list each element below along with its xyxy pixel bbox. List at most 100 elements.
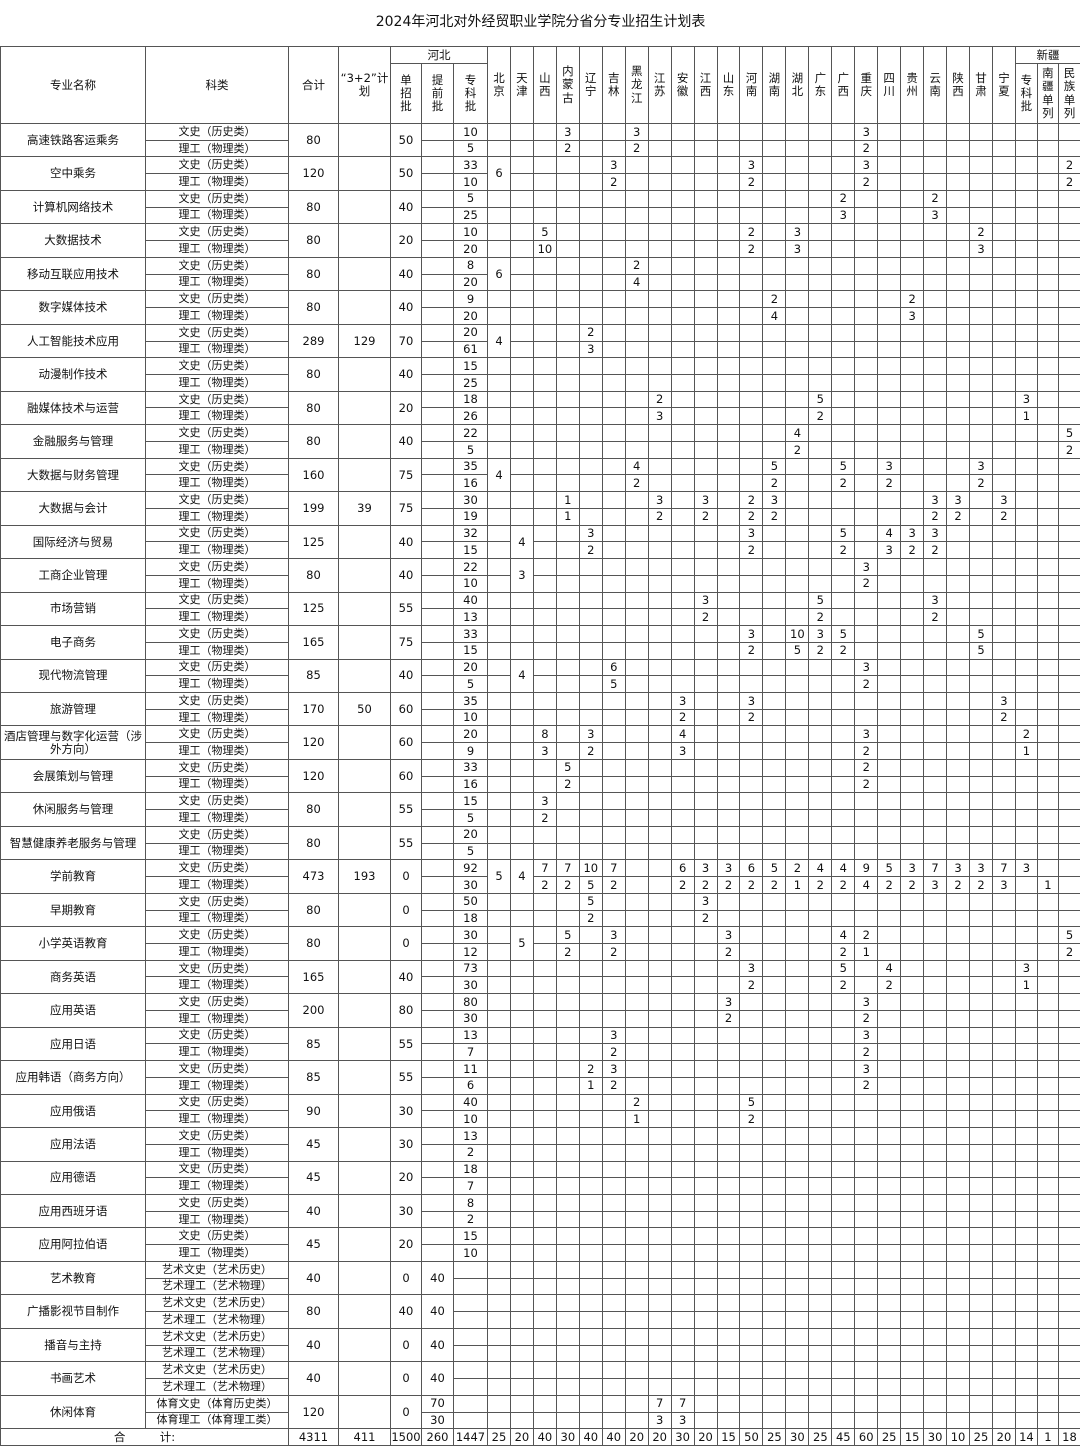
zhuanke: 19 <box>453 507 488 526</box>
empty-cell <box>532 457 557 476</box>
empty-cell <box>578 1260 603 1279</box>
total: 80 <box>288 926 339 961</box>
empty-cell <box>923 390 948 409</box>
empty-cell <box>716 189 741 208</box>
empty-cell <box>991 256 1016 275</box>
empty-cell <box>670 976 695 995</box>
empty-cell <box>923 792 948 811</box>
empty-cell <box>555 825 580 844</box>
empty-cell <box>716 524 741 543</box>
plan-3-2 <box>338 758 391 794</box>
row-row: 小学英语教育 文史（历史类） 80 0 30 5 5 3 3 4 2 5 <box>0 926 1080 961</box>
row-row: 理工（物理类） 10 2 2 2 2 <box>1 173 1080 191</box>
empty-cell <box>601 1411 626 1430</box>
empty-cell <box>946 474 971 493</box>
empty-cell <box>578 591 603 610</box>
empty-cell <box>877 1394 902 1413</box>
empty-cell <box>877 1260 902 1279</box>
quota: 2 <box>555 942 580 961</box>
empty-cell <box>739 792 764 811</box>
empty-cell <box>900 1411 925 1430</box>
empty-cell <box>877 1210 902 1229</box>
empty-cell <box>969 507 993 526</box>
quota: 3 <box>900 859 925 878</box>
empty-cell <box>923 407 948 426</box>
subject-type: 理工（物理类） <box>145 675 289 693</box>
plan-3-2 <box>338 1227 391 1262</box>
empty-cell <box>785 942 810 961</box>
empty-cell <box>785 323 810 342</box>
empty-cell <box>1014 156 1038 175</box>
empty-cell <box>1057 742 1080 760</box>
empty-cell <box>739 892 764 911</box>
major-name: 应用西班牙语 <box>0 1193 146 1229</box>
empty-cell <box>647 357 672 376</box>
empty-cell <box>900 658 925 677</box>
total: 45 <box>288 1227 339 1262</box>
empty-cell <box>716 775 741 794</box>
quota: 3 <box>854 1060 879 1078</box>
empty-cell <box>532 909 557 928</box>
empty-cell <box>532 1327 557 1346</box>
empty-cell <box>946 440 971 459</box>
row-row: 智慧健康养老服务与管理 文史（历史类） 80 55 20 <box>0 825 1080 861</box>
plan-3-2 <box>338 1127 391 1162</box>
empty-cell <box>693 675 718 693</box>
empty-cell <box>991 357 1016 376</box>
empty-cell <box>923 892 948 911</box>
empty-cell <box>670 189 695 208</box>
empty-cell <box>785 1143 810 1162</box>
empty-cell <box>1014 1394 1038 1413</box>
empty-cell <box>509 1277 534 1296</box>
empty-cell <box>532 1194 557 1212</box>
empty-cell <box>555 206 580 225</box>
empty-cell <box>716 658 741 677</box>
zhuanke: 2 <box>453 1210 488 1229</box>
footer-total: 1500 <box>390 1428 422 1447</box>
empty-cell <box>831 1194 856 1212</box>
empty-cell <box>831 1294 856 1313</box>
empty-cell <box>1036 959 1059 978</box>
empty-cell <box>693 1277 718 1296</box>
empty-cell <box>693 424 718 442</box>
empty-cell <box>923 1009 948 1028</box>
empty-cell <box>647 658 672 677</box>
empty-cell <box>509 206 534 225</box>
empty-cell <box>509 909 534 928</box>
empty-cell <box>1036 123 1059 141</box>
empty-cell <box>693 825 718 844</box>
empty-cell <box>647 524 672 543</box>
empty-cell <box>1036 658 1059 677</box>
total: 45 <box>288 1127 339 1162</box>
plan-3-2 <box>338 1294 391 1329</box>
quota: 4 <box>854 876 879 894</box>
empty-cell <box>693 742 718 760</box>
empty-cell <box>877 139 902 158</box>
empty-cell <box>509 390 534 409</box>
empty-cell <box>693 323 718 342</box>
empty-cell <box>624 1294 649 1313</box>
major-name: 应用法语 <box>0 1127 146 1162</box>
empty-cell <box>578 424 603 442</box>
empty-cell <box>877 1110 902 1129</box>
major-name: 应用俄语 <box>0 1093 146 1129</box>
empty-cell <box>1014 374 1038 392</box>
empty-cell <box>601 240 626 258</box>
empty-cell <box>854 1127 879 1145</box>
empty-cell <box>509 892 534 911</box>
empty-cell <box>785 1327 810 1346</box>
footer-total: 20 <box>509 1428 534 1447</box>
empty-cell <box>578 809 603 827</box>
empty-cell <box>716 457 741 476</box>
empty-cell <box>785 892 810 911</box>
empty-cell <box>785 959 810 978</box>
tiqian <box>421 390 454 409</box>
empty-cell <box>762 123 787 141</box>
empty-cell <box>693 993 718 1011</box>
empty-cell <box>1036 993 1059 1011</box>
plan-3-2: 50 <box>338 691 391 727</box>
empty-cell <box>969 1277 993 1296</box>
empty-cell <box>831 374 856 392</box>
empty-cell <box>578 273 603 292</box>
quota: 2 <box>532 809 557 827</box>
